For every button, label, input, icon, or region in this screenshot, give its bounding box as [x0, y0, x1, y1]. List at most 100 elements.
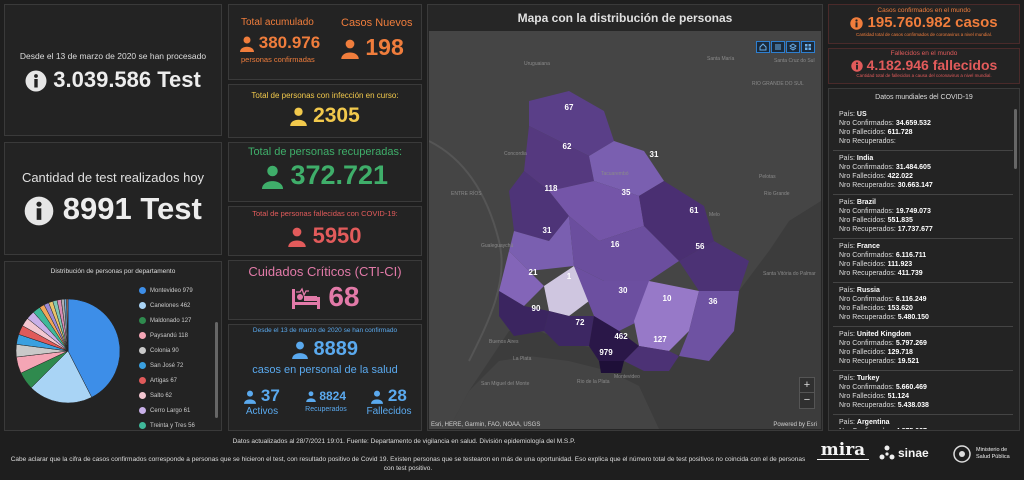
map-place-label: Santa María [707, 56, 735, 62]
world-country-list[interactable]: País: US Nro Confirmados: 34.659.532 Nro F… [833, 107, 1013, 429]
country-entry[interactable]: País: United Kingdom Nro Confirmados: 5.7… [833, 327, 1013, 371]
info-icon [850, 16, 864, 30]
health-sub-label: casos en personal de la salud [252, 364, 398, 376]
department-value[interactable]: 979 [599, 348, 613, 357]
legend-swatch [139, 422, 146, 429]
home-icon [759, 43, 767, 51]
total-tests-value: 3.039.586 Test [53, 67, 201, 92]
country-confirmed-row: Nro Confirmados: 6.116.711 [839, 251, 1007, 260]
legend-item[interactable]: Maldonado 127 [139, 313, 211, 328]
field-value: 6.116.249 [895, 296, 927, 303]
pie-slice[interactable] [30, 350, 93, 404]
legend-item[interactable]: Cerro Largo 61 [139, 403, 211, 418]
pie-slice[interactable] [67, 298, 121, 398]
field-value: India [856, 155, 874, 162]
pie-chart-panel: Distribución de personas por departament… [4, 261, 222, 431]
legend-swatch [139, 407, 146, 414]
mira-logo-text: mira [817, 442, 869, 460]
department-value[interactable]: 72 [576, 318, 585, 327]
person-icon [371, 390, 384, 404]
country-entry[interactable]: País: ArgentinaNro Confirmados: 4.875.92… [833, 415, 1013, 429]
legend-item[interactable]: Salto 62 [139, 388, 211, 403]
legend-label: Treinta y Tres 56 [150, 422, 195, 429]
icu-label: Cuidados Críticos (CTI-CI) [248, 264, 402, 279]
department-value[interactable]: 56 [696, 242, 705, 251]
home-button[interactable] [756, 41, 770, 53]
legend-scrollbar[interactable] [215, 322, 218, 418]
zoom-out-button[interactable]: − [803, 394, 811, 406]
legend-item[interactable]: San José 72 [139, 358, 211, 373]
country-recovered-row: Nro Recuperados: 5.438.038 [839, 401, 1007, 410]
legend-item[interactable]: Montevideo 979 [139, 283, 211, 298]
world-cases-sub: Cantidad total de casos confirmados de c… [855, 32, 993, 37]
map-place-label: Melo [709, 212, 720, 218]
map-place-label: Uruguaiana [524, 61, 550, 67]
country-entry[interactable]: País: India Nro Confirmados: 31.484.605 Nr… [833, 151, 1013, 195]
country-confirmed-row: Nro Confirmados: 6.116.249 [839, 295, 1007, 304]
country-name-row: País: Brazil [839, 198, 1007, 207]
department-value[interactable]: 30 [619, 286, 628, 295]
department-value[interactable]: 61 [690, 206, 699, 215]
department-value[interactable]: 31 [543, 226, 552, 235]
legend-swatch [139, 287, 146, 294]
field-value: 31.484.605 [895, 164, 931, 171]
list-icon [775, 44, 781, 50]
person-icon [288, 227, 307, 248]
department-value[interactable]: 67 [565, 103, 574, 112]
world-list-scrollbar[interactable] [1014, 109, 1017, 169]
department-value[interactable]: 35 [622, 188, 631, 197]
recovered-value: 372.721 [290, 160, 389, 190]
map-view[interactable]: 67 62 31 118 35 61 31 16 56 21 1 30 10 36 90 72 462 127 97… [429, 31, 821, 429]
map-panel: Mapa con la distribución de personas [427, 4, 823, 431]
country-entry[interactable]: País: Brazil Nro Confirmados: 19.749.073 N… [833, 195, 1013, 239]
department-pie-chart[interactable] [13, 296, 123, 406]
field-label: Nro Fallecidos: [839, 393, 886, 400]
country-name-row: País: Argentina [839, 418, 1007, 427]
legend-swatch [139, 347, 146, 354]
department-value[interactable]: 31 [650, 150, 659, 159]
map-place-label: Rio Grande [764, 191, 790, 197]
person-icon [240, 36, 254, 52]
department-value[interactable]: 127 [653, 335, 667, 344]
department-value[interactable]: 462 [614, 332, 628, 341]
country-entry[interactable]: País: US Nro Confirmados: 34.659.532 Nro F… [833, 107, 1013, 151]
sinae-logo-text: sinae [898, 446, 929, 460]
info-icon [850, 60, 863, 73]
info-icon [24, 196, 54, 226]
department-value[interactable]: 21 [529, 268, 538, 277]
country-entry[interactable]: País: France Nro Confirmados: 6.116.711 Nr… [833, 239, 1013, 283]
list-button[interactable] [771, 41, 785, 53]
zoom-in-button[interactable]: + [800, 378, 814, 393]
total-tests-label: Desde el 13 de marzo de 2020 se han proc… [19, 51, 207, 61]
department-value[interactable]: 90 [532, 304, 541, 313]
legend-item[interactable]: Canelones 462 [139, 298, 211, 313]
field-label: Nro Confirmados: [839, 120, 894, 127]
department-value[interactable]: 16 [611, 240, 620, 249]
world-list-panel: Datos mundiales del COVID-19 País: US Nro… [828, 88, 1020, 431]
department-value[interactable]: 118 [545, 184, 558, 193]
field-label: Nro Confirmados: [839, 340, 894, 347]
layers-button[interactable] [786, 41, 800, 53]
country-entry[interactable]: País: Turkey Nro Confirmados: 5.660.469 Nr… [833, 371, 1013, 415]
field-label: Nro Recuperados: [839, 358, 896, 365]
field-label: Nro Recuperados: [839, 270, 896, 277]
person-icon [290, 107, 308, 126]
hospital-bed-icon [291, 287, 320, 309]
legend-item[interactable]: Paysandú 118 [139, 328, 211, 343]
department-value[interactable]: 1 [567, 272, 572, 281]
basemap-button[interactable] [801, 41, 815, 53]
department-value[interactable]: 10 [663, 294, 672, 303]
map-powered-by[interactable]: Powered by Esri [773, 422, 817, 428]
legend-item[interactable]: Colonia 90 [139, 343, 211, 358]
country-entry[interactable]: País: Russia Nro Confirmados: 6.116.249 Nr… [833, 283, 1013, 327]
department-value[interactable]: 62 [563, 142, 572, 151]
world-deaths-panel: Fallecidos en el mundo 4.182.946 falleci… [828, 48, 1020, 84]
total-sub: personas confirmadas [241, 55, 315, 64]
department-value[interactable]: 36 [709, 297, 718, 306]
legend-item[interactable]: Artigas 67 [139, 373, 211, 388]
active-cases-panel: Total de personas con infección en curso… [228, 84, 422, 138]
legend-label: Colonia 90 [150, 347, 179, 354]
legend-item[interactable]: Treinta y Tres 56 [139, 418, 211, 429]
legend-swatch [139, 377, 146, 384]
country-recovered-row: Nro Recuperados: 5.480.150 [839, 313, 1007, 322]
